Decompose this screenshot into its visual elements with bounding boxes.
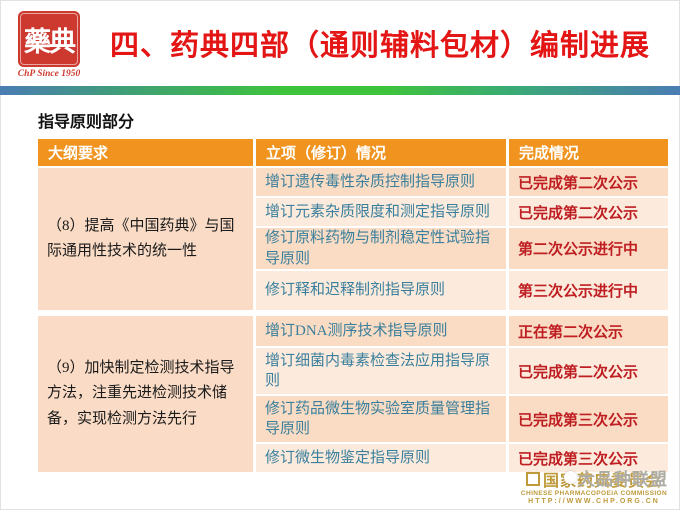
footer-logo: 国家药典委员会 CHINESE PHARMACOPOEIA COMMISSION…: [516, 469, 672, 505]
status-cell: 已完成第二次公示: [509, 348, 668, 394]
status-cell: 第二次公示进行中: [509, 228, 668, 269]
column-header-item: 立项（修订）情况: [256, 139, 506, 166]
commission-seal-icon: [525, 472, 540, 486]
progress-table: 大纲要求 立项（修订）情况 完成情况 （8）提高《中国药典》与国际通用性技术的统…: [38, 139, 668, 472]
status-cell: 已完成第三次公示: [509, 396, 668, 442]
column-header-requirement: 大纲要求: [38, 139, 253, 166]
table-header-row: 大纲要求 立项（修订）情况 完成情况: [38, 139, 668, 166]
item-cell: 修订药品微生物实验室质量管理指导原则: [256, 396, 506, 442]
seal-characters: 藥典: [24, 26, 76, 57]
table-group: （8）提高《中国药典》与国际通用性技术的统一性 增订遗传毒性杂质控制指导原则 已完成…: [38, 168, 668, 310]
commission-url: HTTP://WWW.CHP.ORG.CN: [528, 498, 660, 505]
status-cell: 正在第二次公示: [509, 316, 668, 346]
table-row: 修订微生物鉴定指导原则 已完成第三次公示: [256, 444, 668, 472]
chp-logo-tagline: ChP Since 1950: [17, 69, 81, 79]
status-cell: 已完成第二次公示: [509, 198, 668, 226]
table-row: 增订细菌内毒素检查法应用指导原则 已完成第二次公示: [256, 348, 668, 394]
item-cell: 增订细菌内毒素检查法应用指导原则: [256, 348, 506, 394]
item-cell: 修订释和迟释制剂指导原则: [256, 271, 506, 310]
status-cell: 已完成第二次公示: [509, 168, 668, 196]
table-group: （9）加快制定检测技术指导方法，注重先进检测技术储备，实现检测方法先行 增订DNA…: [38, 316, 668, 472]
table-row: 增订遗传毒性杂质控制指导原则 已完成第二次公示: [256, 168, 668, 196]
table-body: （8）提高《中国药典》与国际通用性技术的统一性 增订遗传毒性杂质控制指导原则 已完成…: [38, 168, 668, 472]
section-title: 指导原则部分: [38, 114, 135, 131]
requirement-cell: （9）加快制定检测技术指导方法，注重先进检测技术储备，实现检测方法先行: [38, 316, 253, 472]
requirement-cell: （8）提高《中国药典》与国际通用性技术的统一性: [38, 168, 253, 310]
chp-logo: 藥典 ChP Since 1950: [8, 7, 90, 79]
divider-bar: [0, 86, 680, 95]
chp-seal-icon: 藥典: [18, 11, 80, 67]
table-row: 修订释和迟释制剂指导原则 第三次公示进行中: [256, 271, 668, 310]
table-row: 修订药品微生物实验室质量管理指导原则 已完成第三次公示: [256, 396, 668, 442]
commission-name-row: 国家药典委员会: [516, 469, 672, 490]
slide-title: 四、药典四部（通则辅料包材）编制进展: [109, 30, 650, 62]
table-row: 增订DNA测序技术指导原则 正在第二次公示: [256, 316, 668, 346]
status-cell: 第三次公示进行中: [509, 271, 668, 310]
commission-name-cn: 国家药典委员会: [542, 473, 662, 490]
item-cell: 修订原料药物与制剂稳定性试验指导原则: [256, 228, 506, 269]
item-cell: 增订元素杂质限度和测定指导原则: [256, 198, 506, 226]
status-cell: 已完成第三次公示: [509, 444, 668, 472]
slide-header: 藥典 ChP Since 1950 四、药典四部（通则辅料包材）编制进展: [0, 0, 680, 86]
column-header-status: 完成情况: [509, 139, 668, 166]
table-row: 增订元素杂质限度和测定指导原则 已完成第二次公示: [256, 198, 668, 226]
item-cell: 增订DNA测序技术指导原则: [256, 316, 506, 346]
table-row: 修订原料药物与制剂稳定性试验指导原则 第二次公示进行中: [256, 228, 668, 269]
commission-name-en: CHINESE PHARMACOPOEIA COMMISSION: [520, 490, 668, 497]
item-cell: 增订遗传毒性杂质控制指导原则: [256, 168, 506, 196]
item-cell: 修订微生物鉴定指导原则: [256, 444, 506, 472]
